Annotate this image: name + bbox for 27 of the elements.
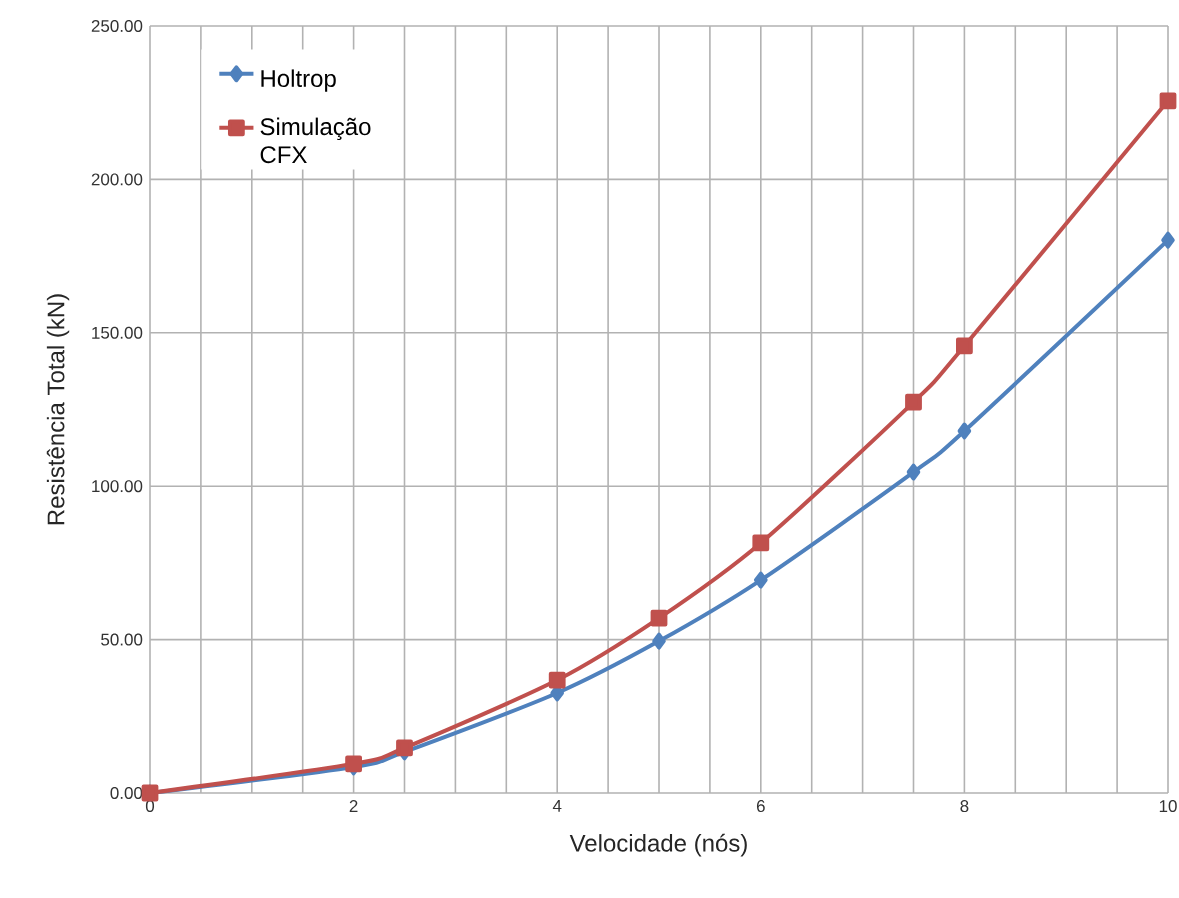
y-tick-label: 250.00 [91,19,143,32]
point [548,671,566,689]
y-axis-title: Resistência Total (kN) [46,294,70,525]
x-tick-label: 6 [756,800,765,813]
point [752,534,770,552]
y-tick-label: 0.00 [110,786,143,799]
y-tick-label: 50.00 [101,633,143,646]
point [754,571,768,589]
y-tick-label: 150.00 [92,326,143,339]
x-tick-label: 4 [552,800,562,812]
point [957,422,972,440]
point [1161,231,1175,249]
x-axis-title: Velocidade (nós) [569,833,747,857]
y-tick-label: 200.00 [91,173,143,186]
point [1159,92,1177,110]
point [905,393,922,411]
legend-label: Simulação CFX [260,117,371,164]
point [956,337,973,355]
point [906,463,921,481]
point [396,739,413,757]
x-tick-label: 8 [960,800,969,813]
x-tick-label: 10 [1159,800,1177,813]
point [652,632,666,650]
point [650,609,668,627]
legend-label: Holtrop [261,69,336,92]
y-tick-label: 100.00 [92,480,143,493]
x-tick-label: 2 [349,800,358,812]
